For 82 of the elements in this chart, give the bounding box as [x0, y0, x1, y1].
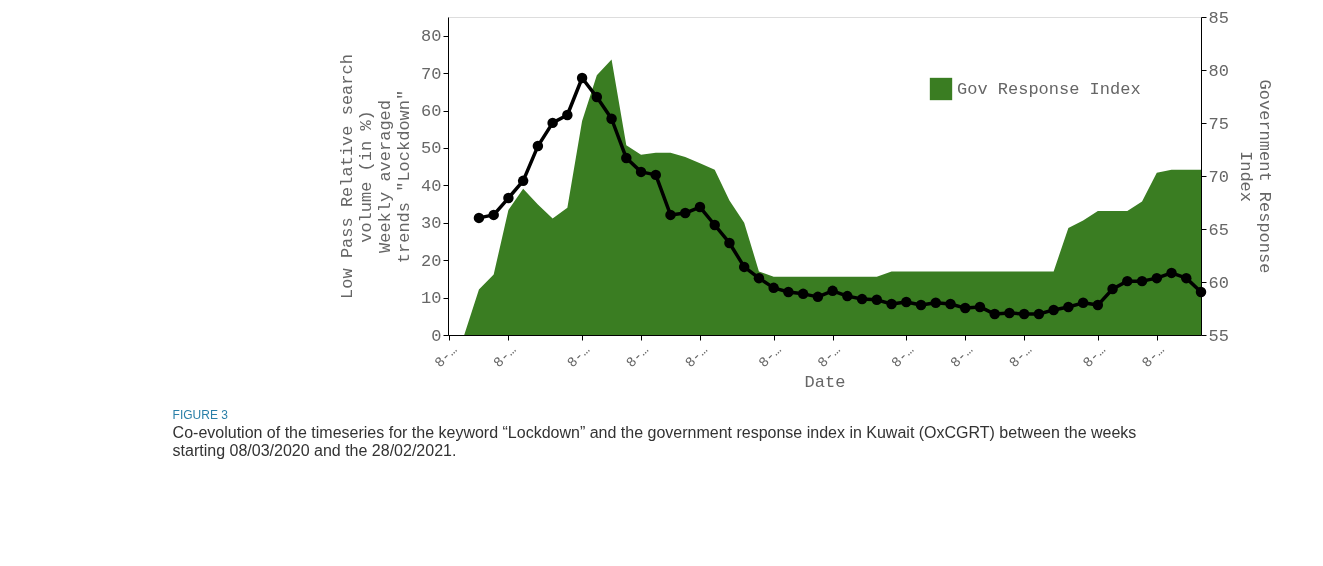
y2-tick-label: 60: [1208, 273, 1229, 293]
y-axis-title: Low Pass Relative search volume (in %) Weekly averaged trends "Lockdown": [338, 54, 415, 299]
y2-tick-label: 65: [1208, 220, 1229, 240]
point: [1077, 297, 1089, 309]
x-tick-label: 8-…: [814, 341, 844, 371]
point: [856, 293, 868, 305]
x-tick-label: 8-…: [623, 341, 653, 371]
point: [827, 285, 838, 297]
x-tick-label: 8-…: [1079, 341, 1109, 371]
x-tick-label: 8-…: [1138, 341, 1168, 371]
point: [1033, 308, 1045, 320]
point: [517, 175, 529, 187]
point: [1048, 304, 1059, 316]
point: [591, 91, 603, 103]
y2-tick-label: 80: [1208, 61, 1229, 81]
point: [503, 192, 514, 204]
point: [473, 212, 485, 224]
y2-tick-label: 70: [1208, 167, 1229, 187]
point: [974, 301, 986, 313]
y2-tick-label: 85: [1208, 8, 1229, 28]
point: [488, 209, 499, 221]
x-tick-label: 8-…: [681, 341, 712, 371]
point: [930, 297, 941, 309]
point: [1151, 272, 1163, 284]
y-tick-label: 20: [421, 251, 442, 271]
point: [709, 219, 720, 231]
point: [1122, 275, 1133, 287]
x-tick-label: 8-…: [490, 341, 520, 371]
x-tick-label: 8-…: [1006, 341, 1036, 371]
x-tick-label: 8-…: [755, 341, 785, 371]
point: [576, 72, 588, 84]
point: [724, 237, 735, 249]
point: [812, 291, 824, 303]
point: [989, 308, 1000, 320]
legend-label: Gov Response Index: [957, 80, 1141, 99]
point: [945, 298, 956, 310]
point: [1166, 267, 1177, 279]
point: [1018, 308, 1030, 320]
point: [1107, 283, 1118, 295]
point: [1181, 272, 1192, 284]
x-tick-label: 8-…: [888, 341, 918, 371]
point: [901, 296, 912, 308]
point: [738, 261, 750, 273]
point: [680, 207, 691, 219]
y-tick-label: 60: [421, 102, 442, 122]
point: [621, 152, 632, 164]
point: [606, 113, 617, 124]
x-tick-label: 8-…: [564, 341, 594, 371]
point: [1136, 275, 1148, 287]
text: FIGURE 3: [172, 407, 229, 422]
point: [635, 166, 647, 178]
point: [783, 286, 794, 298]
x-axis-title: Date: [804, 373, 846, 393]
point: [842, 290, 853, 302]
point: [871, 294, 883, 306]
point: [768, 282, 779, 294]
y-tick-label: 30: [421, 214, 442, 234]
point: [547, 117, 558, 129]
point: [886, 298, 897, 310]
y-tick-label: 10: [421, 289, 442, 309]
point: [562, 109, 573, 121]
point: [753, 272, 765, 284]
y-tick-label: 70: [421, 64, 442, 84]
point: [959, 302, 971, 314]
point: [797, 288, 809, 300]
y-tick-label: 40: [421, 176, 442, 196]
y2-tick-label: 55: [1208, 326, 1229, 346]
y2-axis-title: Government Response Index: [1235, 79, 1274, 274]
y-tick-label: 80: [421, 27, 442, 47]
y-tick-label: 50: [421, 139, 442, 159]
point: [1004, 307, 1015, 319]
point: [665, 209, 676, 221]
point: [532, 140, 544, 152]
x-tick-label: 8-…: [947, 341, 977, 371]
point: [915, 299, 927, 311]
point: [650, 169, 662, 181]
point: [694, 201, 706, 213]
point: [1195, 286, 1207, 298]
y2-tick-label: 75: [1208, 114, 1229, 134]
text: Co-evolution of the timeseries for the keyword “Lockdown” and the government response index in Kuwait (OxCGRT) between the weeks starting 08/03/2020 and the 28/02/2021.: [172, 423, 1137, 459]
point: [1092, 299, 1104, 311]
point: [1063, 301, 1074, 313]
